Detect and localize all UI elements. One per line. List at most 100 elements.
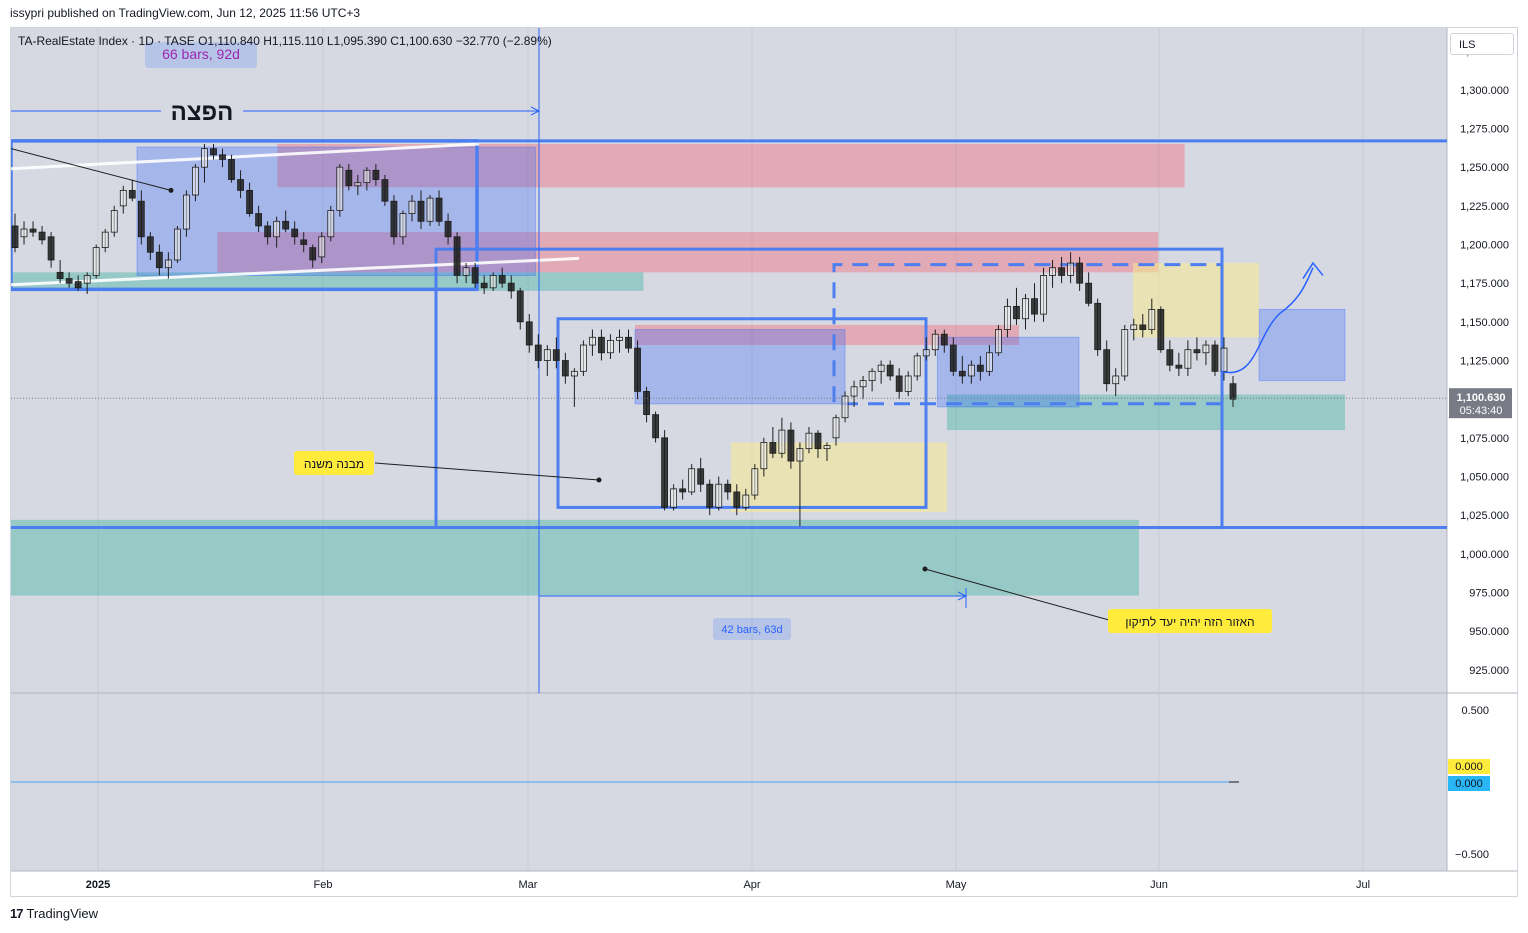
candle-body (733, 491, 741, 508)
candle-body (904, 375, 912, 392)
candle-body (137, 200, 145, 238)
candle-body (210, 148, 217, 156)
candle-body (1229, 383, 1237, 400)
price-tick-label: 1,075.000 (1460, 433, 1509, 445)
target-pointer (924, 568, 1110, 621)
sub-structure-callout-label: מבנה משנה (304, 457, 364, 471)
price-tick-label: 1,250.000 (1460, 162, 1509, 174)
candle-body (561, 360, 569, 377)
candle-body (976, 364, 984, 372)
candle-body (697, 468, 705, 485)
candle-body (796, 448, 804, 462)
candle-body (589, 336, 596, 346)
price-tick-label: 950.000 (1469, 626, 1509, 638)
zone-blue-6 (136, 146, 536, 276)
candle-body (183, 194, 190, 230)
time-tick-label: Jun (1150, 879, 1168, 891)
candle-body (552, 349, 560, 361)
candle-body (201, 148, 208, 168)
price-tick-label: 1,300.000 (1460, 85, 1509, 97)
candle-body (291, 228, 299, 238)
candle-body (1022, 298, 1029, 320)
candle-body (1004, 305, 1011, 330)
zone-green-5 (11, 519, 1139, 596)
candle-body (895, 375, 903, 392)
candle-body (570, 370, 578, 377)
candle-body (453, 236, 461, 276)
candle-body (327, 210, 335, 238)
candle-body (363, 169, 371, 184)
candle-body (967, 364, 975, 377)
footer-brand[interactable]: 17 TradingView (10, 906, 98, 921)
candle-body (607, 339, 614, 354)
chart-svg[interactable]: הפצה 66 bars, 92d 42 bars, 63d מבנה משנה האז… (11, 28, 1517, 896)
osc-value-tag (1448, 776, 1490, 791)
open-value: O1,110.840 (198, 34, 260, 48)
candle-body (1184, 349, 1192, 369)
candle-body (751, 468, 759, 496)
candle-body (1130, 324, 1138, 330)
high-value: H1,115.110 (263, 34, 324, 48)
zone-green-4 (947, 394, 1345, 431)
candle-body (850, 386, 858, 397)
sub-structure-pointer (374, 462, 600, 481)
measure-2-head (957, 591, 968, 601)
projection-arrow (1220, 267, 1314, 374)
time-tick-label: 2025 (86, 879, 110, 891)
currency-selector[interactable]: ILS (1450, 33, 1514, 55)
change-value: −32.770 (−2.89%) (455, 34, 552, 48)
trendline-black-point (168, 187, 174, 193)
bars-range-1-label: 66 bars, 92d (162, 46, 240, 62)
symbol-name[interactable]: TA-RealEstate Index · 1D · TASE (18, 34, 195, 48)
candle-body (679, 488, 687, 493)
candle-body (1175, 364, 1183, 369)
chart-frame[interactable]: הפצה 66 bars, 92d 42 bars, 63d מבנה משנה האז… (10, 27, 1518, 897)
candle-body (480, 282, 488, 289)
candle-body (598, 336, 605, 354)
candle-body (345, 169, 353, 187)
candle-body (300, 239, 308, 245)
projection-arrow-head (1302, 261, 1324, 279)
time-tick-label: Feb (314, 879, 333, 891)
zone-blue-8 (936, 336, 1080, 408)
candle-body (940, 333, 948, 346)
candle-body (688, 468, 696, 493)
candle-body (65, 278, 73, 284)
zone-red-0 (277, 143, 1185, 188)
candle-body (119, 189, 127, 207)
candle-body (498, 275, 506, 284)
candle-body (146, 236, 154, 253)
trendline-black (11, 148, 172, 191)
candle-body (38, 231, 46, 241)
target-callout-box (1108, 609, 1272, 633)
candle-body (164, 259, 172, 269)
candle-body (507, 282, 515, 292)
last-price-value: 1,100.630 (1457, 392, 1506, 404)
candle-body (1202, 344, 1210, 354)
candle-body (354, 182, 362, 187)
candle-body (949, 344, 957, 372)
candle-body (1121, 329, 1129, 377)
low-value: L1,095.390 (326, 34, 387, 48)
time-tick-label: Jul (1356, 879, 1370, 891)
candle-body (1094, 302, 1102, 351)
candle-body (516, 290, 524, 323)
candle-body (246, 189, 253, 214)
candle-body (336, 166, 344, 211)
candle-body (670, 488, 678, 508)
price-tick-label: 1,025.000 (1460, 510, 1509, 522)
candle-body (1067, 262, 1074, 276)
candle-body (155, 251, 163, 269)
footer-brand-label: TradingView (26, 906, 99, 921)
candle-body (435, 197, 443, 222)
candle-body (372, 169, 380, 180)
candle-body (1031, 298, 1038, 315)
price-tick-label: 1,200.000 (1460, 240, 1509, 252)
symbol-legend: TA-RealEstate Index · 1D · TASE O1,110.8… (18, 34, 552, 48)
candle-body (228, 159, 235, 180)
candle-body (859, 380, 867, 388)
bars-range-2-label: 42 bars, 63d (721, 624, 782, 636)
candle-body (444, 220, 452, 238)
candle-body (643, 391, 650, 416)
candle-body (787, 429, 795, 462)
